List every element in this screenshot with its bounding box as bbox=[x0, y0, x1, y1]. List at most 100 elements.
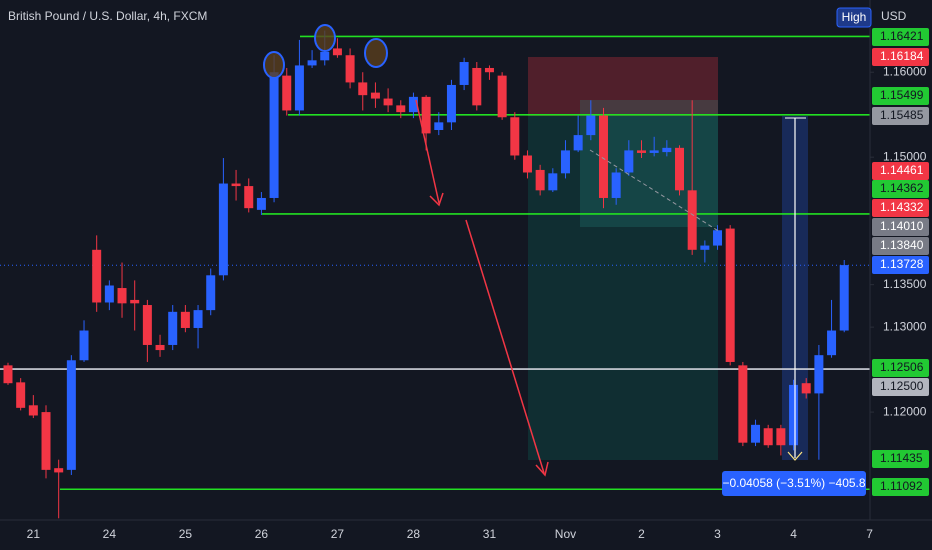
x-tick-label: 25 bbox=[179, 527, 193, 541]
candle-body bbox=[738, 365, 748, 443]
x-tick-label: 2 bbox=[638, 527, 645, 541]
candle-body bbox=[814, 355, 824, 394]
price-tag bbox=[872, 162, 929, 180]
candle-body bbox=[155, 344, 165, 351]
candles bbox=[3, 30, 849, 519]
candle-body bbox=[535, 169, 545, 191]
candle-body bbox=[801, 383, 811, 394]
price-tag bbox=[872, 378, 929, 396]
price-tag-label: 1.14010 bbox=[880, 219, 924, 233]
candle-body bbox=[206, 275, 216, 311]
measure-box bbox=[722, 471, 866, 496]
y-tick-label: 1.15000 bbox=[883, 149, 927, 163]
candle-body bbox=[497, 75, 507, 118]
candle-body bbox=[484, 67, 494, 73]
candle-body bbox=[130, 299, 140, 304]
price-tag-label: 1.14461 bbox=[880, 163, 924, 177]
chart-title: British Pound / U.S. Dollar, 4h, FXCM bbox=[8, 9, 207, 23]
candle-body bbox=[282, 75, 292, 111]
price-tag-label: 1.15499 bbox=[880, 88, 924, 102]
price-tag-label: 1.11435 bbox=[880, 451, 923, 465]
price-tag-label: 1.13840 bbox=[880, 238, 924, 252]
highlight-circle bbox=[263, 51, 285, 79]
x-tick-label: 4 bbox=[790, 527, 797, 541]
y-tick-label: 1.13500 bbox=[883, 277, 927, 291]
price-tag bbox=[872, 450, 929, 468]
candle-body bbox=[522, 155, 532, 173]
price-tag-label: 1.11092 bbox=[880, 479, 923, 493]
price-tag-label: 1.12500 bbox=[880, 379, 924, 393]
measure-label: −0.04058 (−3.51%) −405.8 bbox=[722, 476, 865, 490]
price-tag bbox=[872, 359, 929, 377]
projection-line bbox=[589, 149, 721, 233]
candle-body bbox=[827, 330, 837, 356]
stop-zone bbox=[528, 57, 718, 116]
price-tag-label: 1.15485 bbox=[880, 108, 924, 122]
candle-body bbox=[79, 330, 89, 361]
highlight-circle bbox=[364, 38, 388, 68]
price-tag-label: 1.12506 bbox=[880, 360, 924, 374]
candle-body bbox=[751, 424, 761, 443]
candle-body bbox=[396, 105, 406, 113]
high-button-label[interactable]: High bbox=[842, 10, 867, 24]
candle-body bbox=[168, 311, 178, 345]
candle-body bbox=[637, 150, 646, 153]
target-zone bbox=[528, 116, 718, 460]
candle-body bbox=[180, 311, 190, 328]
candle-body bbox=[687, 190, 697, 250]
price-tag-label: 1.16421 bbox=[880, 29, 924, 43]
candle-body bbox=[218, 183, 228, 276]
high-button[interactable] bbox=[836, 7, 872, 28]
candle-body bbox=[446, 84, 456, 123]
candle-body bbox=[408, 96, 418, 113]
measure-arrowhead bbox=[787, 451, 803, 461]
x-tick-label: 7 bbox=[866, 527, 873, 541]
x-tick-label: Nov bbox=[555, 527, 576, 541]
axis-labels: 1.16000 1.15000 1.13500 1.13000 1.12000 1.164… bbox=[27, 28, 929, 541]
candle-body bbox=[472, 67, 482, 106]
candle-body bbox=[598, 115, 608, 198]
price-tag bbox=[872, 218, 929, 236]
x-tick-label: 21 bbox=[27, 527, 41, 541]
candle-body bbox=[586, 115, 596, 136]
candle-body bbox=[16, 382, 26, 408]
candle-body bbox=[776, 428, 786, 446]
candle-body bbox=[789, 384, 799, 446]
candle-body bbox=[307, 60, 317, 66]
candle-body bbox=[434, 122, 444, 130]
candle-body bbox=[383, 98, 393, 106]
candle-body bbox=[573, 135, 583, 151]
candle-body bbox=[3, 365, 13, 384]
highlight-circle bbox=[314, 24, 336, 52]
price-tag bbox=[872, 180, 929, 198]
candle-body bbox=[54, 468, 64, 473]
candle-body bbox=[700, 245, 710, 250]
candle-body bbox=[649, 150, 659, 153]
candle-body bbox=[713, 230, 723, 246]
candle-body bbox=[104, 285, 114, 303]
candle-body bbox=[193, 310, 203, 328]
candle-body bbox=[763, 428, 773, 446]
levels bbox=[0, 35, 870, 491]
arrowhead bbox=[429, 192, 444, 207]
price-tag bbox=[872, 87, 929, 105]
y-tick-label: 1.16000 bbox=[883, 64, 927, 78]
price-tag bbox=[872, 199, 929, 217]
y-tick-label: 1.12000 bbox=[883, 404, 927, 418]
candle-body bbox=[510, 117, 520, 156]
candle-body bbox=[294, 65, 304, 111]
price-tag bbox=[872, 256, 929, 274]
price-tag-label: 1.14332 bbox=[880, 200, 924, 214]
price-tag bbox=[872, 28, 929, 46]
price-tag-label: 1.16184 bbox=[880, 49, 924, 63]
candle-body bbox=[66, 360, 76, 470]
annotations: −0.04058 (−3.51%) −405.8 bbox=[263, 24, 866, 496]
candle-body bbox=[117, 288, 127, 304]
candle-body bbox=[370, 92, 380, 99]
price-tag bbox=[872, 237, 929, 255]
candle-body bbox=[662, 147, 672, 153]
candle-body bbox=[345, 55, 355, 83]
